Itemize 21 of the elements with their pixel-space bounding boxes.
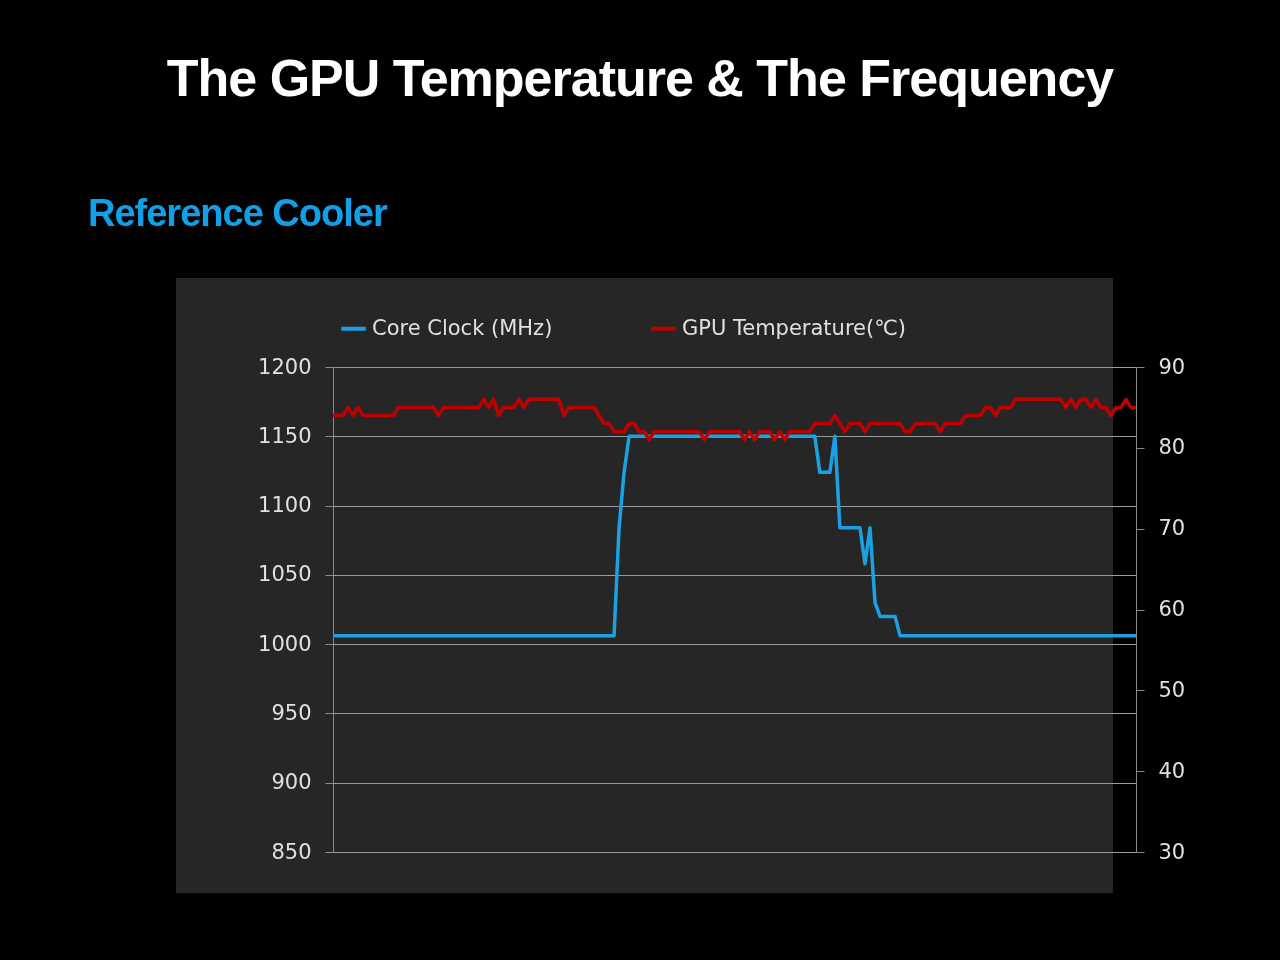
y-tick-label: 1100	[258, 493, 312, 518]
y-tick-label: 900	[271, 770, 312, 795]
y-tick-label: 850	[271, 839, 312, 864]
y2-tick-label: 60	[1158, 597, 1186, 621]
y2-tick-label: 40	[1158, 758, 1186, 783]
y2-tick-label: 50	[1158, 677, 1186, 702]
line-series	[333, 434, 1136, 638]
chart-title: The GPU Temperature & The Frequency	[165, 48, 1115, 108]
line-series	[333, 397, 1136, 442]
y2-tick-label: 70	[1158, 516, 1186, 541]
chart-subtitle: Reference Cooler	[88, 192, 387, 235]
y-tick-label: 950	[271, 700, 312, 725]
y-tick-label: 1000	[258, 631, 312, 656]
y2-tick-label: 90	[1158, 354, 1186, 379]
y-tick-label: 1050	[258, 562, 312, 587]
y-tick-label: 1150	[258, 423, 312, 448]
legend-label: GPU Temperature(℃)	[682, 315, 906, 340]
y-tick-label: 1200	[258, 354, 312, 379]
y2-tick-label: 30	[1158, 839, 1186, 864]
y2-tick-label: 80	[1158, 435, 1186, 460]
legend-label: Core Clock (MHz)	[372, 315, 553, 340]
